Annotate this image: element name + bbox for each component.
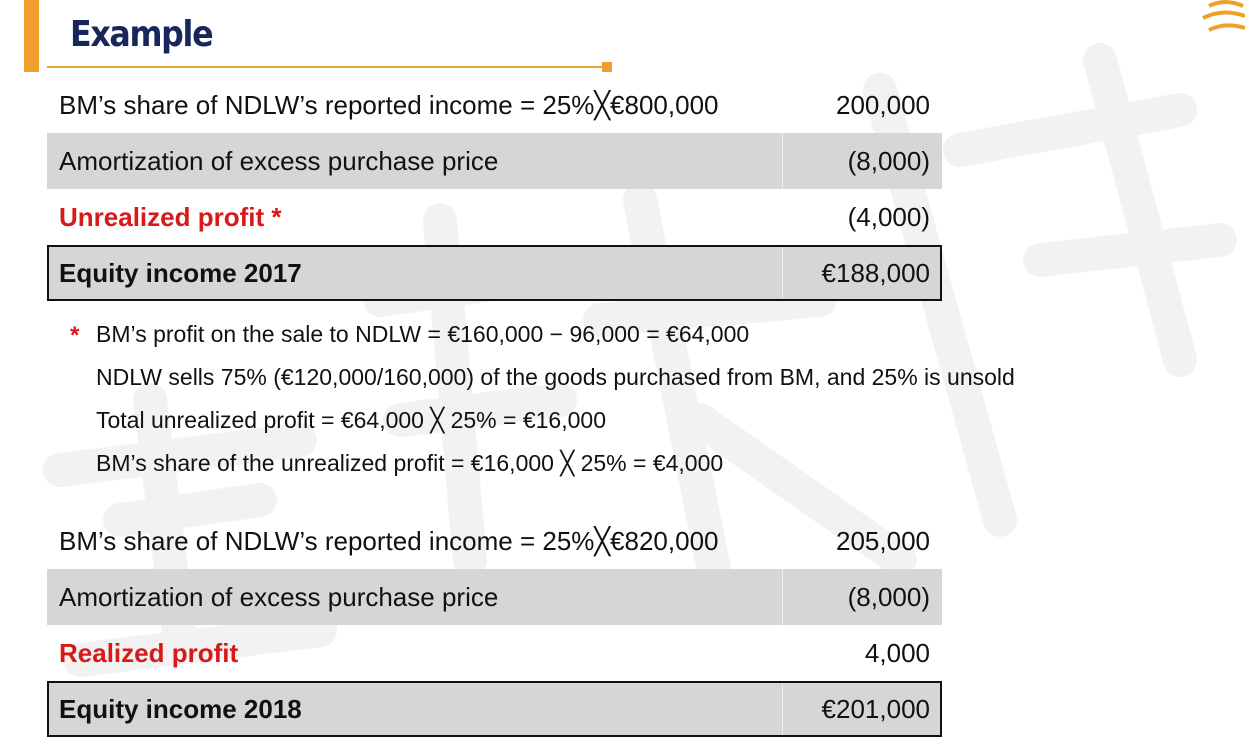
logo-icon — [1202, 0, 1245, 32]
row-label: Equity income 2017 — [59, 258, 302, 288]
row-label: Equity income 2018 — [59, 694, 302, 724]
note-text: BM’s profit on the sale to NDLW = €160,0… — [96, 321, 750, 347]
slide-title: Example — [70, 14, 214, 55]
title-underline-end — [602, 62, 612, 72]
table-row: Unrealized profit * (4,000) — [47, 189, 942, 245]
note-text: NDLW sells 75% (€120,000/160,000) of the… — [96, 364, 1015, 390]
note-line: Total unrealized profit = €64,000 ╳ 25% … — [70, 399, 1170, 442]
row-label: Unrealized profit * — [59, 202, 282, 232]
row-label: Realized profit — [59, 638, 239, 668]
equity-income-2017-table: BM’s share of NDLW’s reported income = 2… — [47, 77, 942, 301]
row-value: €201,000 — [821, 694, 930, 724]
equity-income-2018-table: BM’s share of NDLW’s reported income = 2… — [47, 513, 942, 737]
row-value: 205,000 — [836, 526, 930, 556]
row-value: (8,000) — [847, 146, 930, 176]
note-text: Total unrealized profit = €64,000 ╳ 25% … — [96, 407, 606, 433]
note-line: NDLW sells 75% (€120,000/160,000) of the… — [70, 356, 1170, 399]
unrealized-profit-notes: * BM’s profit on the sale to NDLW = €160… — [70, 313, 1170, 485]
note-line: BM’s share of the unrealized profit = €1… — [70, 442, 1170, 485]
row-value: €188,000 — [821, 258, 930, 288]
title-accent-bar — [24, 0, 39, 72]
note-line: * BM’s profit on the sale to NDLW = €160… — [70, 313, 1170, 356]
title-underline — [47, 66, 607, 68]
row-value: 200,000 — [836, 90, 930, 120]
table-row: Amortization of excess purchase price (8… — [47, 569, 942, 625]
row-label: BM’s share of NDLW’s reported income = 2… — [59, 526, 719, 556]
row-value: (8,000) — [847, 582, 930, 612]
row-value: 4,000 — [864, 638, 930, 668]
row-label: BM’s share of NDLW’s reported income = 2… — [59, 90, 719, 120]
table-row: BM’s share of NDLW’s reported income = 2… — [47, 77, 942, 133]
table-row: Realized profit 4,000 — [47, 625, 942, 681]
row-label: Amortization of excess purchase price — [59, 146, 499, 176]
total-row: Equity income 2018 €201,000 — [47, 681, 942, 737]
row-label: Amortization of excess purchase price — [59, 582, 499, 612]
total-row: Equity income 2017 €188,000 — [47, 245, 942, 301]
note-text: BM’s share of the unrealized profit = €1… — [96, 450, 724, 476]
note-asterisk: * — [70, 322, 80, 349]
row-value: (4,000) — [847, 202, 930, 232]
table-row: Amortization of excess purchase price (8… — [47, 133, 942, 189]
title-accent-foot — [24, 60, 39, 72]
table-row: BM’s share of NDLW’s reported income = 2… — [47, 513, 942, 569]
